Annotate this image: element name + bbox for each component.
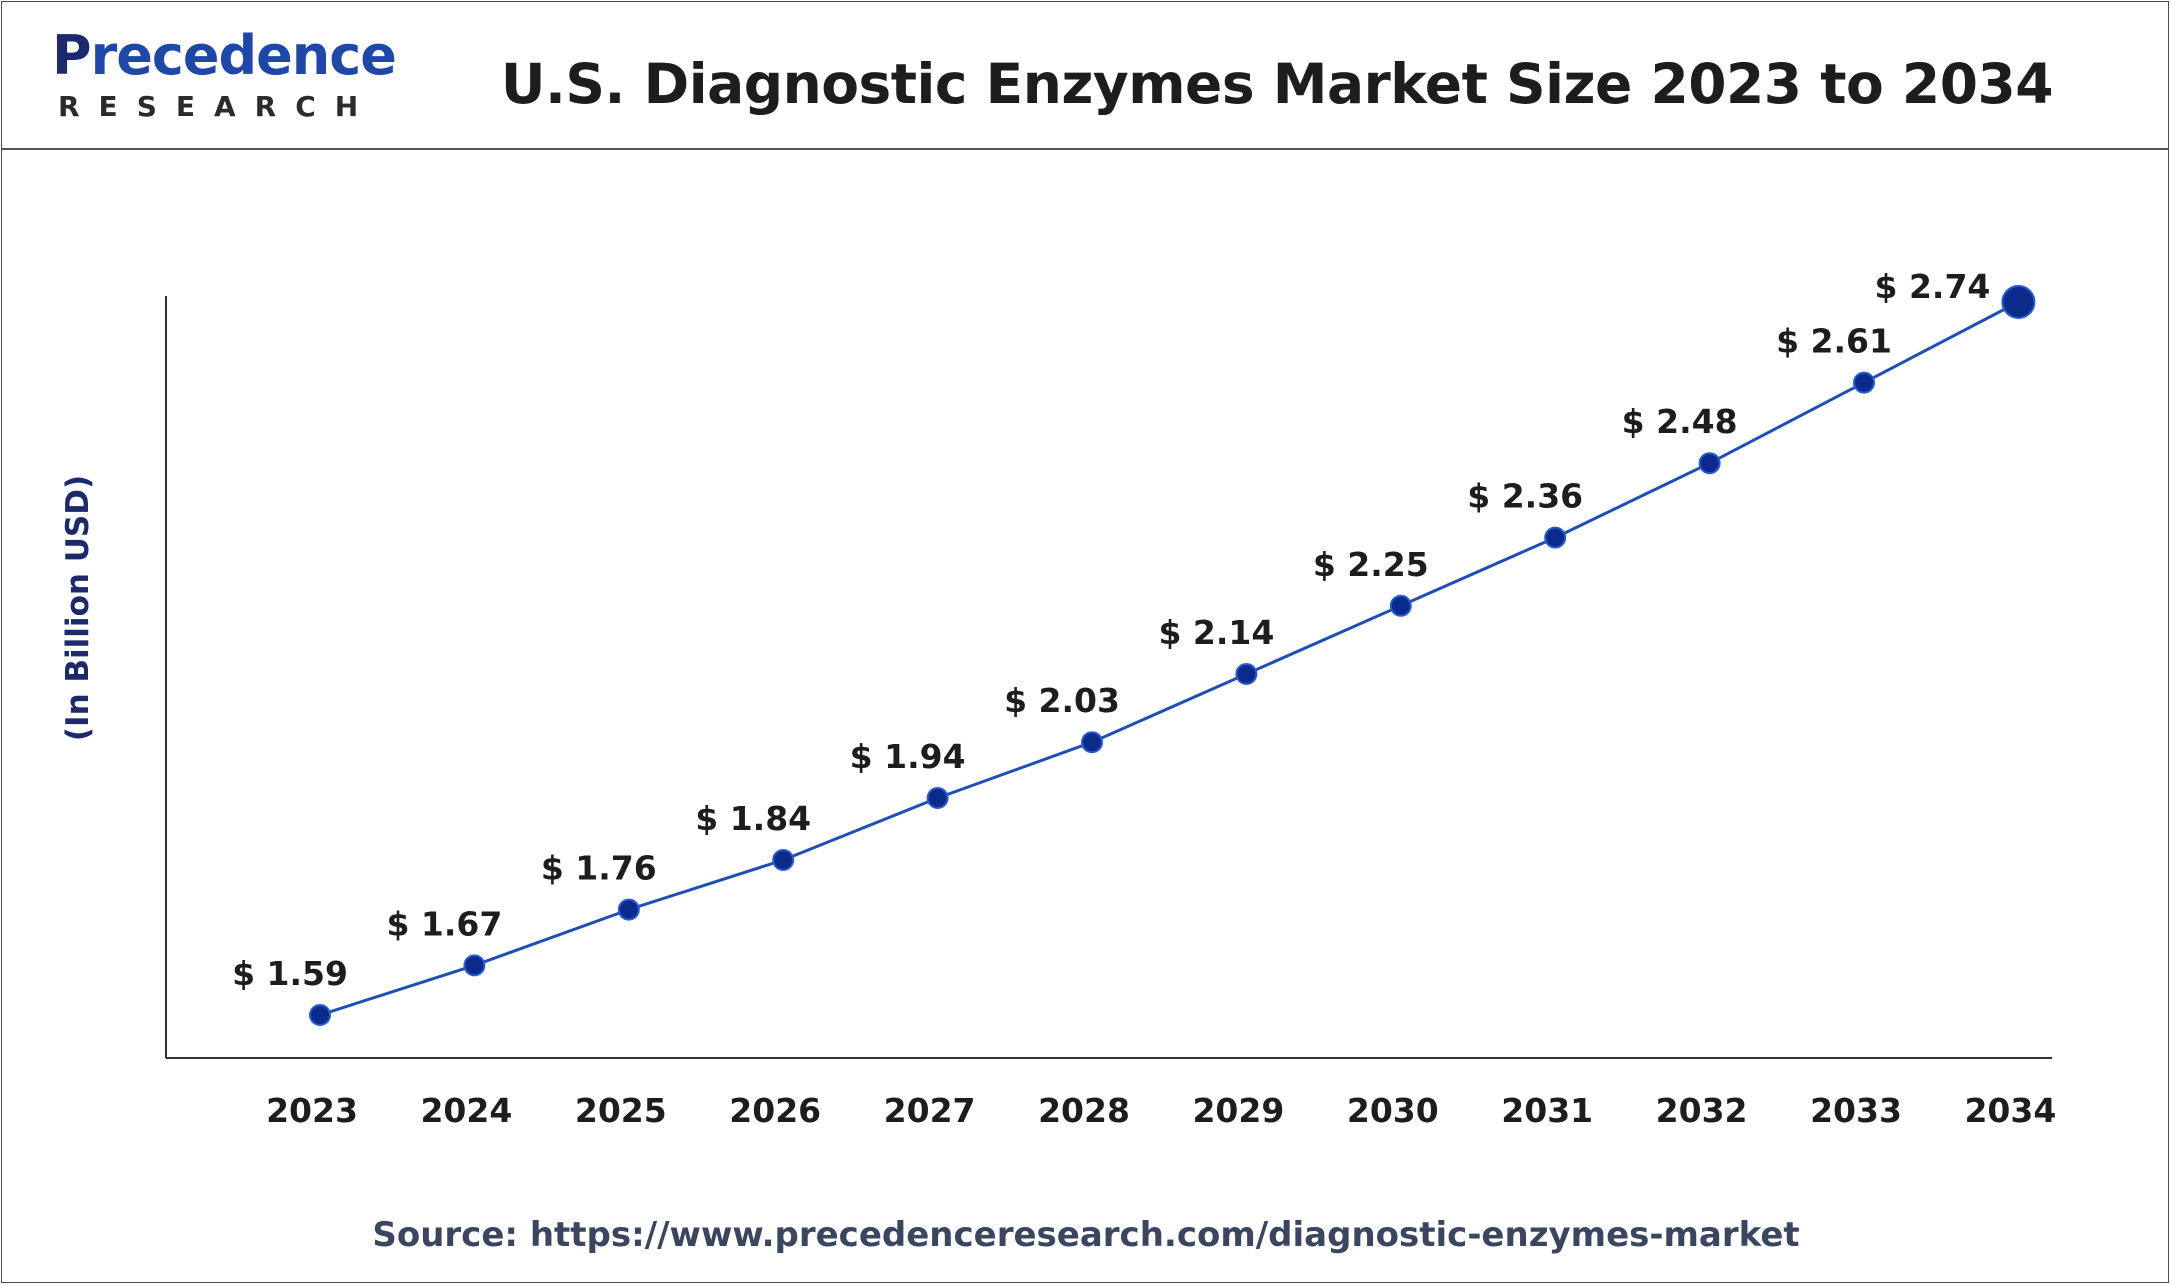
data-point-2025 xyxy=(617,898,640,921)
data-label-2027: $ 1.94 xyxy=(850,737,966,776)
x-tick-label-2024: 2024 xyxy=(420,1091,512,1130)
x-tick-label-2033: 2033 xyxy=(1810,1091,1902,1130)
chart-title: U.S. Diagnostic Enzymes Market Size 2023… xyxy=(500,52,2054,116)
x-tick-label-2025: 2025 xyxy=(575,1091,667,1130)
data-point-2026 xyxy=(772,849,795,871)
logo-initial: P xyxy=(52,24,92,87)
data-point-2034 xyxy=(2001,285,2036,319)
data-label-2028: $ 2.03 xyxy=(1004,681,1120,720)
x-tick-label-2023: 2023 xyxy=(266,1091,358,1130)
logo-rest: recedence xyxy=(90,24,397,87)
data-point-2031 xyxy=(1544,526,1567,549)
data-label-2031: $ 2.36 xyxy=(1467,477,1583,516)
data-label-2033: $ 2.61 xyxy=(1776,322,1892,361)
data-label-2034: $ 2.74 xyxy=(1875,267,1991,306)
x-tick-label-2031: 2031 xyxy=(1501,1091,1593,1130)
x-tick-label-2026: 2026 xyxy=(729,1091,821,1130)
data-point-2029 xyxy=(1235,663,1258,685)
data-label-2024: $ 1.67 xyxy=(386,904,502,943)
data-point-2027 xyxy=(926,787,949,809)
source-citation: Source: https://www.precedenceresearch.c… xyxy=(372,1215,1800,1255)
data-label-2025: $ 1.76 xyxy=(541,849,657,888)
x-tick-label-2034: 2034 xyxy=(1964,1091,2056,1130)
x-tick-label-2028: 2028 xyxy=(1038,1091,1130,1130)
data-label-2026: $ 1.84 xyxy=(695,799,811,838)
x-tick-label-2030: 2030 xyxy=(1347,1091,1439,1130)
data-label-2029: $ 2.14 xyxy=(1158,613,1274,652)
data-point-2033 xyxy=(1853,371,1875,394)
x-tick-label-2032: 2032 xyxy=(1656,1091,1748,1130)
brand-logo: Precedence RESEARCH xyxy=(52,24,397,124)
data-point-2030 xyxy=(1389,594,1412,617)
logo-subtitle: RESEARCH xyxy=(58,90,378,123)
data-point-2023 xyxy=(309,1004,331,1026)
series-line xyxy=(319,300,2020,1017)
x-tick-label-2029: 2029 xyxy=(1192,1091,1284,1130)
data-label-2032: $ 2.48 xyxy=(1622,402,1738,441)
data-label-2030: $ 2.25 xyxy=(1313,545,1429,584)
data-point-2028 xyxy=(1081,731,1103,754)
data-label-2023: $ 1.59 xyxy=(232,954,348,993)
header-bar: Precedence RESEARCH U.S. Diagnostic Enzy… xyxy=(2,2,2168,150)
x-tick-label-2027: 2027 xyxy=(884,1091,976,1130)
data-point-2024 xyxy=(463,954,486,977)
data-point-2032 xyxy=(1698,452,1721,475)
logo-wordmark: Precedence xyxy=(52,24,397,87)
